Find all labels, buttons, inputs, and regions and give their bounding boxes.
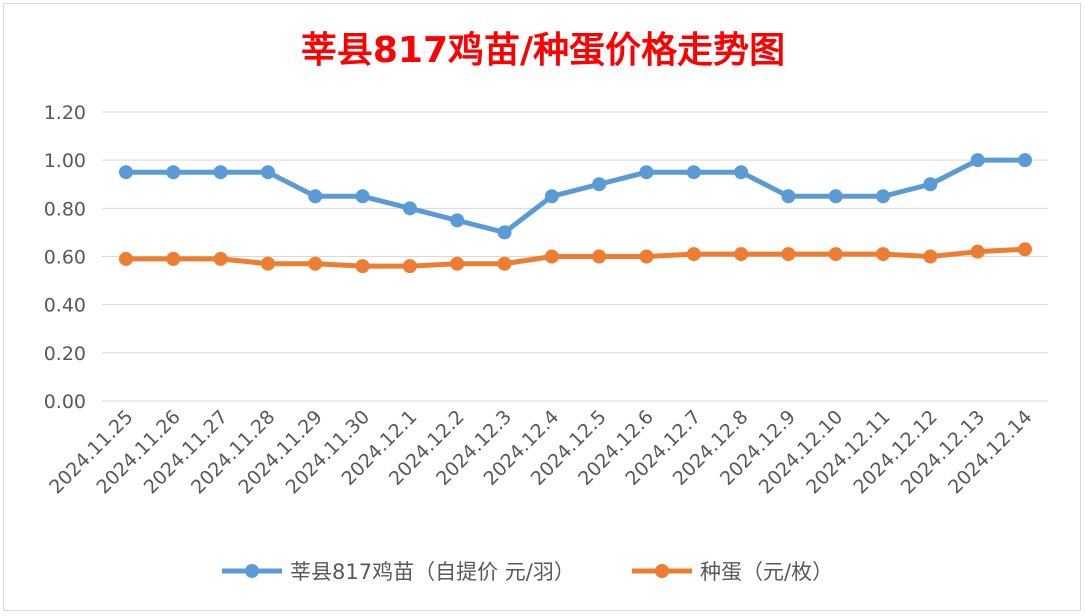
y-tick-label: 1.20 [44,102,86,124]
y-tick-label: 0.40 [44,295,86,317]
data-point [497,225,512,240]
y-tick-label: 0.20 [44,343,86,365]
data-point [308,256,323,271]
data-point [592,249,607,264]
data-point [1018,242,1032,257]
data-point [544,249,559,264]
data-point [639,249,654,264]
data-point [686,165,701,180]
data-point [213,251,228,266]
data-point [734,165,749,180]
data-point [402,259,417,274]
chart-title: 莘县817鸡苗/种蛋价格走势图 [301,30,785,71]
data-point [260,165,275,180]
legend-marker [245,564,259,578]
data-point [119,165,133,180]
data-point [450,213,465,228]
data-point [260,256,275,271]
series-line-0 [126,157,1025,235]
data-point [497,256,512,271]
legend-item-1: 种蛋（元/枚） [632,560,833,584]
legend-label: 莘县817鸡苗（自提价 元/羽） [290,560,575,584]
data-point [639,165,654,180]
data-point [828,189,843,204]
data-point [876,247,891,262]
data-point [923,177,938,192]
y-tick-label: 1.00 [44,150,86,172]
data-point [734,247,749,262]
data-point [828,247,843,262]
y-tick-label: 0.60 [44,247,86,269]
data-point [970,153,985,168]
data-point [308,189,323,204]
data-point [1018,153,1032,168]
data-point [923,249,938,264]
series-line-1 [126,246,1026,269]
legend-item-0: 莘县817鸡苗（自提价 元/羽） [222,560,575,584]
data-point [166,251,181,266]
data-point [450,256,465,271]
data-point [781,247,796,262]
y-tick-label: 0.80 [44,198,86,220]
data-point [355,189,370,204]
data-point [213,165,228,180]
y-tick-label: 0.00 [44,391,86,413]
data-point [592,177,607,192]
data-point [119,251,133,266]
data-point [355,259,370,274]
data-point [781,189,796,204]
data-point [166,165,181,180]
legend-marker [655,564,669,578]
data-point [544,189,559,204]
chart-area [3,3,1081,611]
legend-label: 种蛋（元/枚） [700,560,833,584]
data-point [876,189,891,204]
data-point [686,247,701,262]
data-point [970,244,985,259]
data-point [402,201,417,216]
